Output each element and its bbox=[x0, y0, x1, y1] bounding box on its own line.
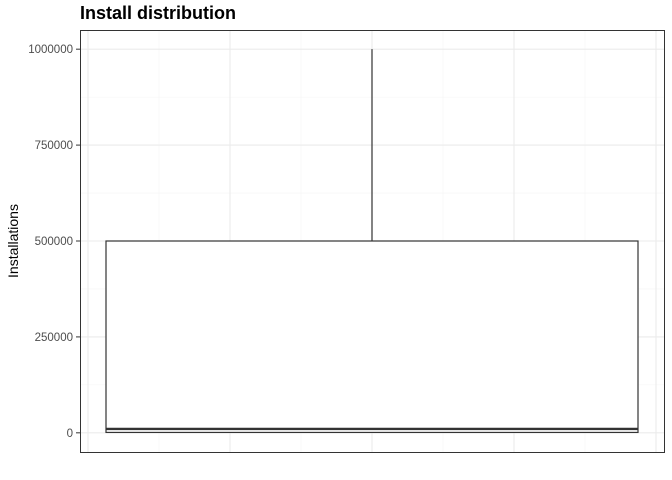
y-tick-label: 0 bbox=[67, 428, 73, 440]
panel-border bbox=[80, 30, 665, 453]
chart-title: Install distribution bbox=[80, 3, 236, 23]
box-layer bbox=[105, 49, 639, 434]
y-axis: 0 250000 500000 750000 1000000 bbox=[28, 44, 80, 440]
y-axis-title: Installations bbox=[5, 204, 21, 278]
y-tick-label: 750000 bbox=[35, 140, 73, 152]
y-tick-label: 1000000 bbox=[28, 44, 73, 56]
y-tick-label: 500000 bbox=[35, 236, 73, 248]
y-tick-label: 250000 bbox=[35, 332, 73, 344]
iqr-box bbox=[105, 240, 639, 434]
